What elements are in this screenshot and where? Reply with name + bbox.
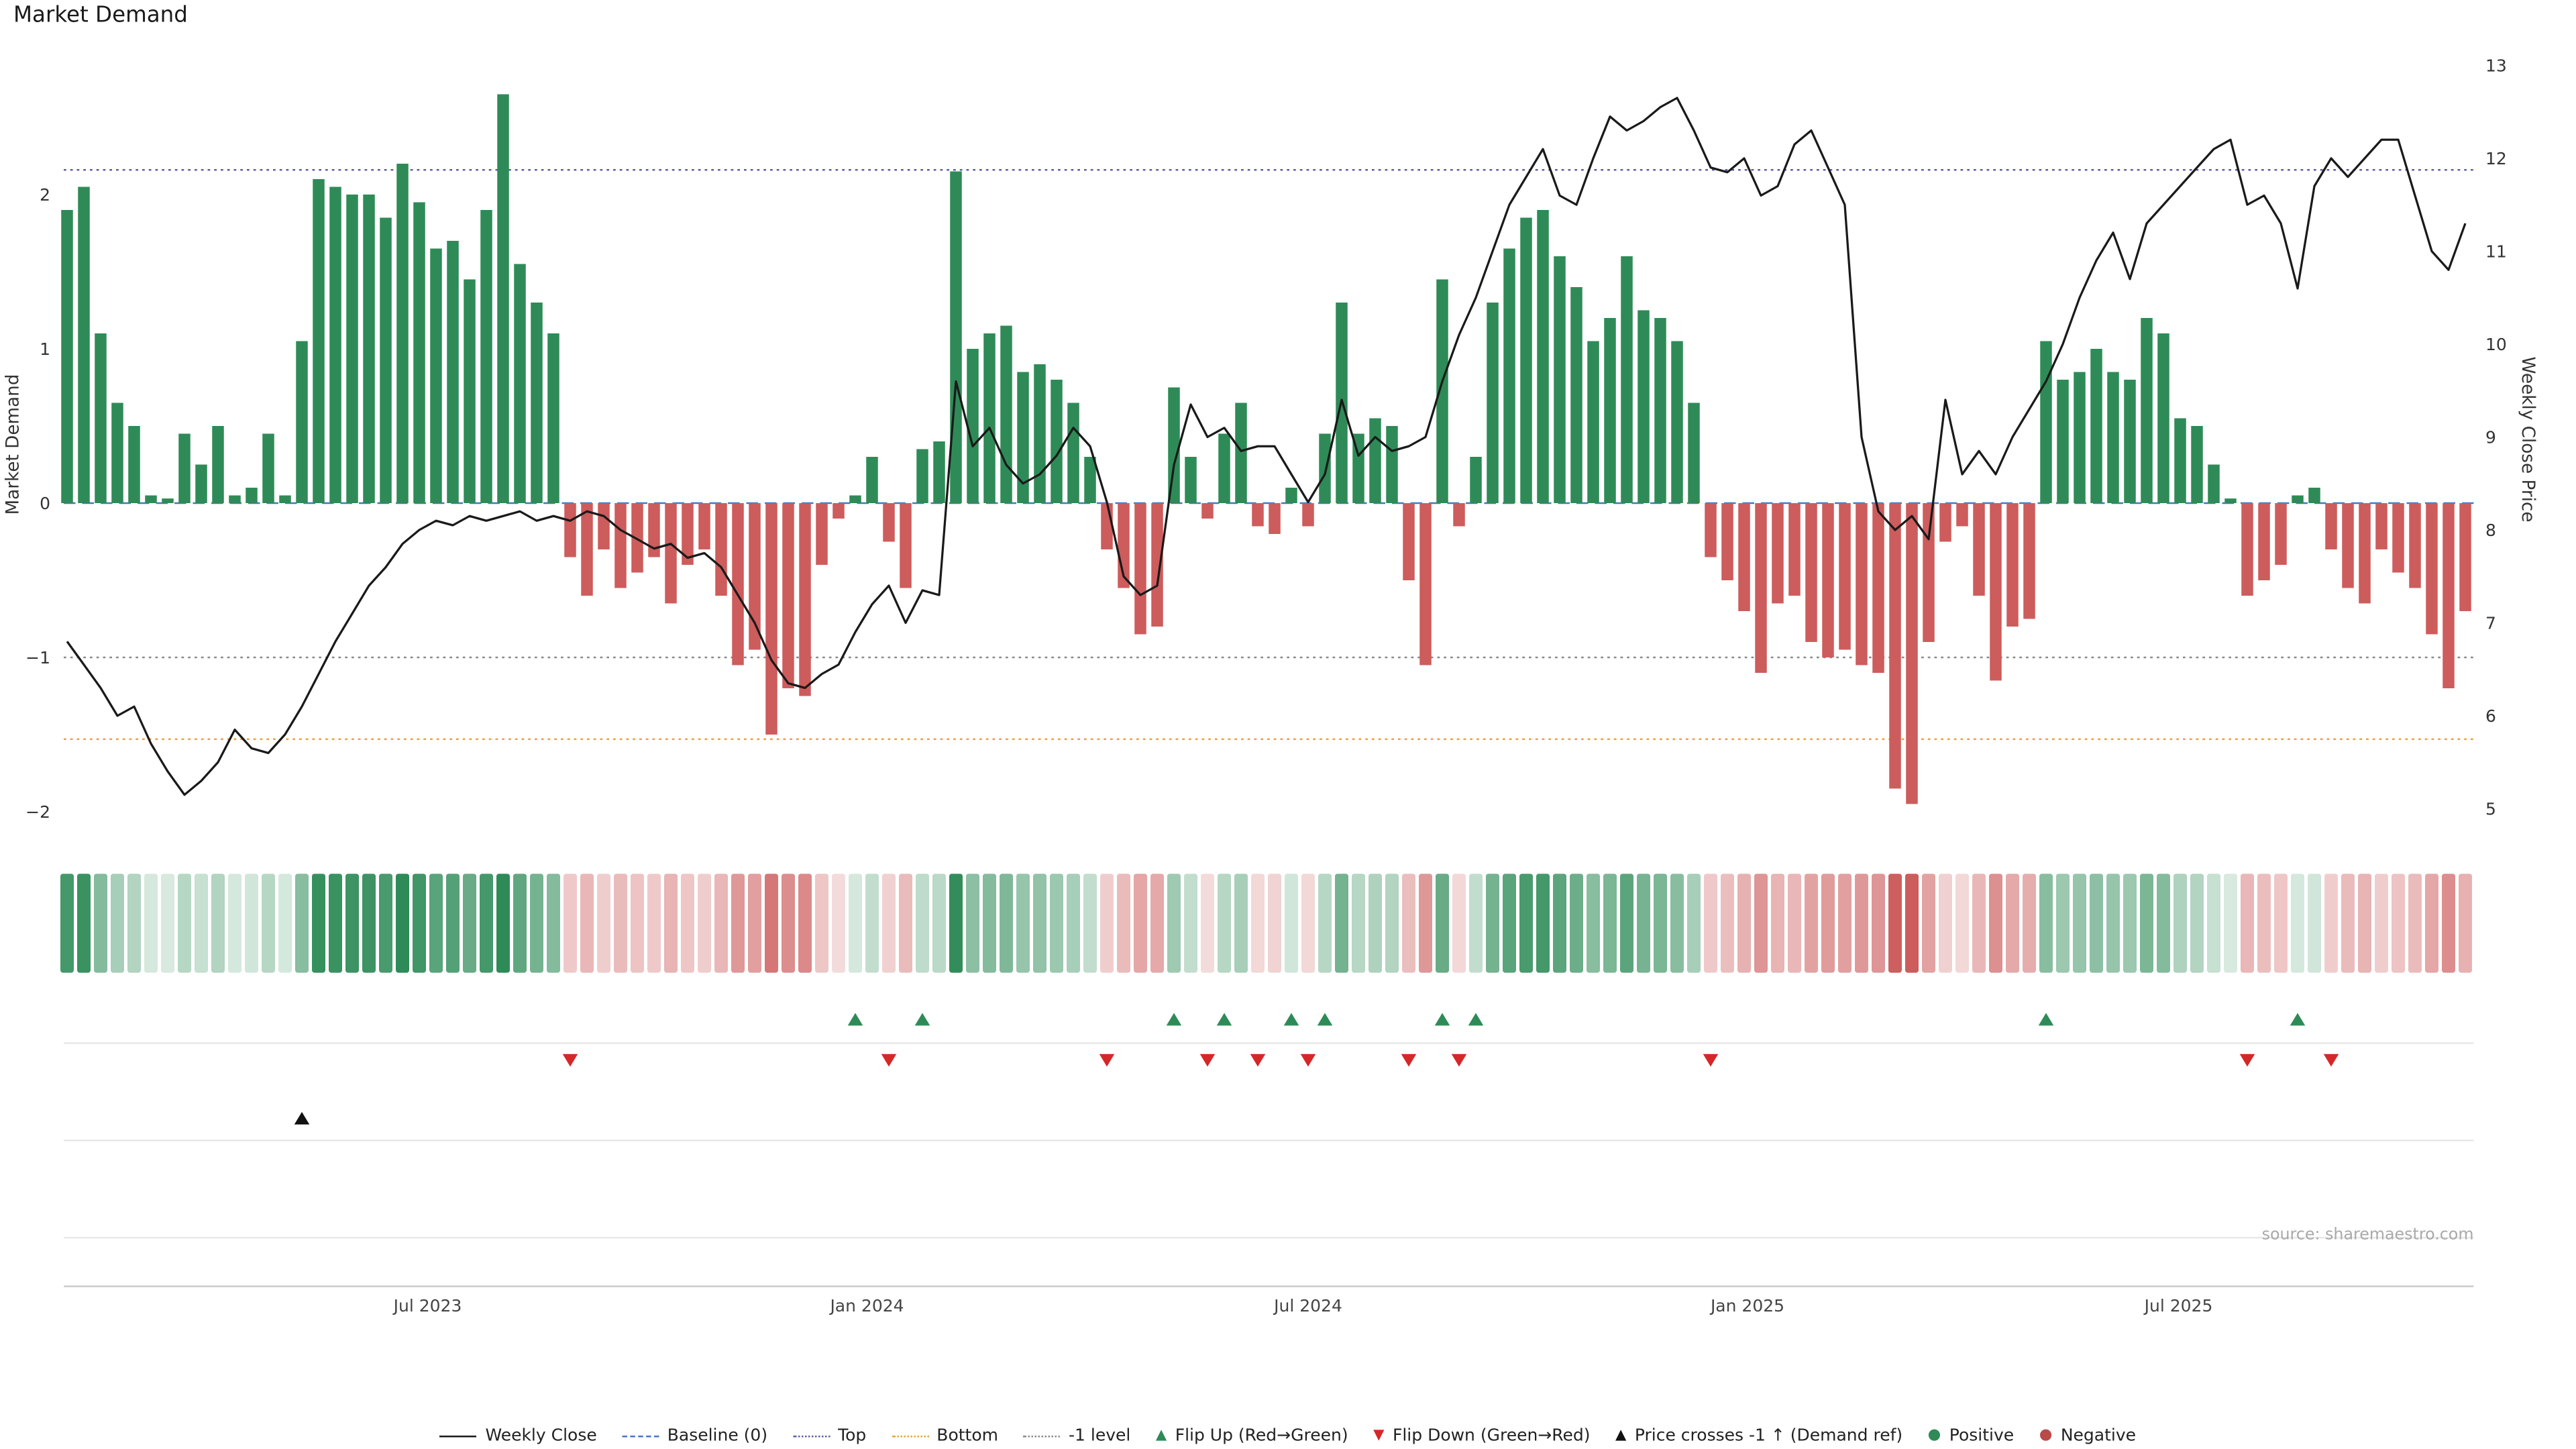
legend-item-label: Weekly Close (485, 1427, 597, 1446)
legend-item-label: Top (838, 1427, 867, 1446)
legend-item: -1 level (1023, 1427, 1131, 1446)
svg-text:10: 10 (2485, 335, 2507, 354)
svg-text:11: 11 (2485, 241, 2507, 261)
legend-item: ● Positive (1928, 1428, 2015, 1446)
legend-item: Top (792, 1427, 867, 1446)
legend-item: Weekly Close (439, 1427, 597, 1446)
svg-text:Jan 2024: Jan 2024 (828, 1296, 904, 1316)
legend-triangle-up-icon: ▲ (1615, 1428, 1627, 1445)
legend-triangle-down-icon: ▼ (1373, 1428, 1385, 1445)
svg-text:6: 6 (2485, 706, 2496, 726)
demand-bars (61, 94, 2471, 804)
chart-legend: Weekly Close Baseline (0) Top Bottom -1 leve… (0, 1428, 2576, 1446)
legend-item-label: Flip Down (Green→Red) (1392, 1427, 1591, 1446)
flip-down-markers (562, 1054, 2339, 1067)
legend-item-label: Bottom (936, 1427, 999, 1446)
legend-line-swatch (891, 1436, 928, 1438)
legend-line-swatch (792, 1436, 830, 1438)
legend-item-label: Negative (2060, 1427, 2137, 1446)
svg-text:−2: −2 (25, 802, 50, 822)
legend-item-label: Baseline (0) (667, 1427, 768, 1446)
svg-text:9: 9 (2485, 427, 2496, 447)
source-credit: source: sharemaestro.com (2261, 1226, 2474, 1245)
marker-band-gridlines (64, 1042, 2474, 1287)
legend-line-swatch (622, 1436, 659, 1438)
svg-text:2: 2 (40, 185, 50, 205)
svg-text:Jul 2023: Jul 2023 (392, 1296, 462, 1316)
svg-text:7: 7 (2485, 613, 2496, 633)
demand-heatmap-strip (60, 873, 2472, 973)
legend-triangle-up-icon: ▲ (1155, 1428, 1167, 1445)
svg-text:Jul 2024: Jul 2024 (1273, 1296, 1342, 1316)
legend-line-swatch (439, 1436, 477, 1438)
legend-item: ▲ Flip Up (Red→Green) (1156, 1428, 1348, 1446)
svg-text:5: 5 (2485, 799, 2496, 818)
legend-dot-icon: ● (2039, 1427, 2053, 1444)
svg-text:−1: −1 (25, 648, 50, 667)
legend-line-swatch (1023, 1436, 1061, 1438)
legend-item: Baseline (0) (622, 1428, 767, 1446)
price-cross-markers (294, 1112, 310, 1125)
svg-text:0: 0 (40, 494, 50, 513)
svg-text:Jul 2025: Jul 2025 (2143, 1296, 2213, 1316)
legend-item: ● Negative (2039, 1428, 2136, 1446)
legend-item-label: -1 level (1069, 1427, 1131, 1446)
legend-item: ▲ Price crosses -1 ↑ (Demand ref) (1615, 1428, 1902, 1446)
svg-text:Jan 2025: Jan 2025 (1709, 1296, 1784, 1316)
svg-text:1: 1 (40, 339, 50, 359)
weekly-close-line (66, 97, 2467, 796)
flip-up-markers (847, 1013, 2306, 1026)
legend-item: ▼ Flip Down (Green→Red) (1373, 1428, 1590, 1446)
svg-text:8: 8 (2485, 521, 2496, 540)
legend-item-label: Flip Up (Red→Green) (1175, 1427, 1348, 1446)
legend-item-label: Price crosses -1 ↑ (Demand ref) (1634, 1427, 1903, 1446)
legend-dot-icon: ● (1927, 1427, 1941, 1444)
chart-title: Market Demand (13, 3, 188, 29)
legend-item-label: Positive (1949, 1427, 2015, 1446)
svg-text:13: 13 (2485, 56, 2507, 75)
legend-item: Bottom (891, 1427, 999, 1446)
svg-text:12: 12 (2485, 149, 2507, 168)
